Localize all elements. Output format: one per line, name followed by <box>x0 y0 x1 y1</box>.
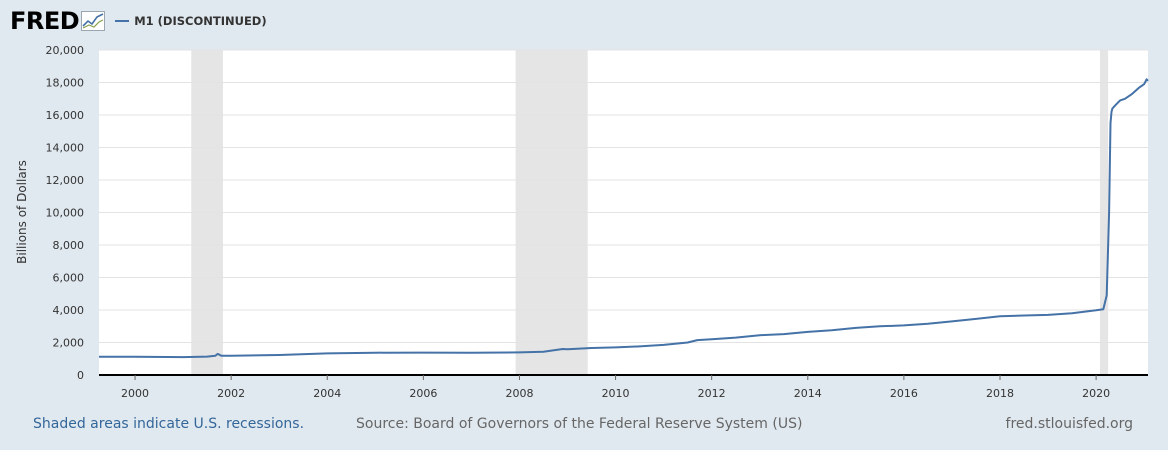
fred-logo[interactable]: FRED <box>10 7 80 35</box>
x-tick-label: 2016 <box>890 387 918 400</box>
legend-swatch <box>115 20 130 22</box>
y-tick-label: 14,000 <box>46 142 85 155</box>
x-tick-label: 2018 <box>986 387 1014 400</box>
x-tick-label: 2006 <box>409 387 437 400</box>
x-tick-label: 2008 <box>505 387 533 400</box>
x-tick-label: 2004 <box>313 387 341 400</box>
x-tick-label: 2002 <box>217 387 245 400</box>
site-link[interactable]: fred.stlouisfed.org <box>1005 416 1133 432</box>
y-tick-label: 8,000 <box>53 239 85 252</box>
chart-legend: M1 (DISCONTINUED) <box>115 14 267 28</box>
y-tick-label: 18,000 <box>46 77 85 90</box>
x-tick-label: 2010 <box>602 387 630 400</box>
y-tick-label: 16,000 <box>46 109 85 122</box>
legend-series-label[interactable]: M1 (DISCONTINUED) <box>134 14 267 28</box>
y-tick-label: 4,000 <box>53 304 85 317</box>
chart-area: 0 2,000 4,000 6,000 8,000 10,000 12,000 14,000 1… <box>15 44 1149 400</box>
x-tick-label: 2020 <box>1082 387 1110 400</box>
y-tick-label: 0 <box>77 369 84 382</box>
y-tick-label: 12,000 <box>46 174 85 187</box>
recessions-note-link[interactable]: Shaded areas indicate U.S. recessions. <box>33 416 305 432</box>
chart-header: FRED M1 (DISCONTINUED) <box>10 7 267 35</box>
y-tick-label: 6,000 <box>53 272 85 285</box>
series-line-m1 <box>99 78 1149 359</box>
x-tick-label: 2014 <box>794 387 822 400</box>
y-tick-label: 2,000 <box>53 337 85 350</box>
chart-line-icon <box>81 11 106 31</box>
y-tick-label: 20,000 <box>46 44 85 57</box>
source-text: Source: Board of Governors of the Federa… <box>356 416 803 432</box>
y-tick-label: 10,000 <box>46 207 85 220</box>
y-axis-label: Billions of Dollars <box>15 160 29 264</box>
x-tick-label: 2000 <box>121 387 149 400</box>
x-tick-label: 2012 <box>698 387 726 400</box>
